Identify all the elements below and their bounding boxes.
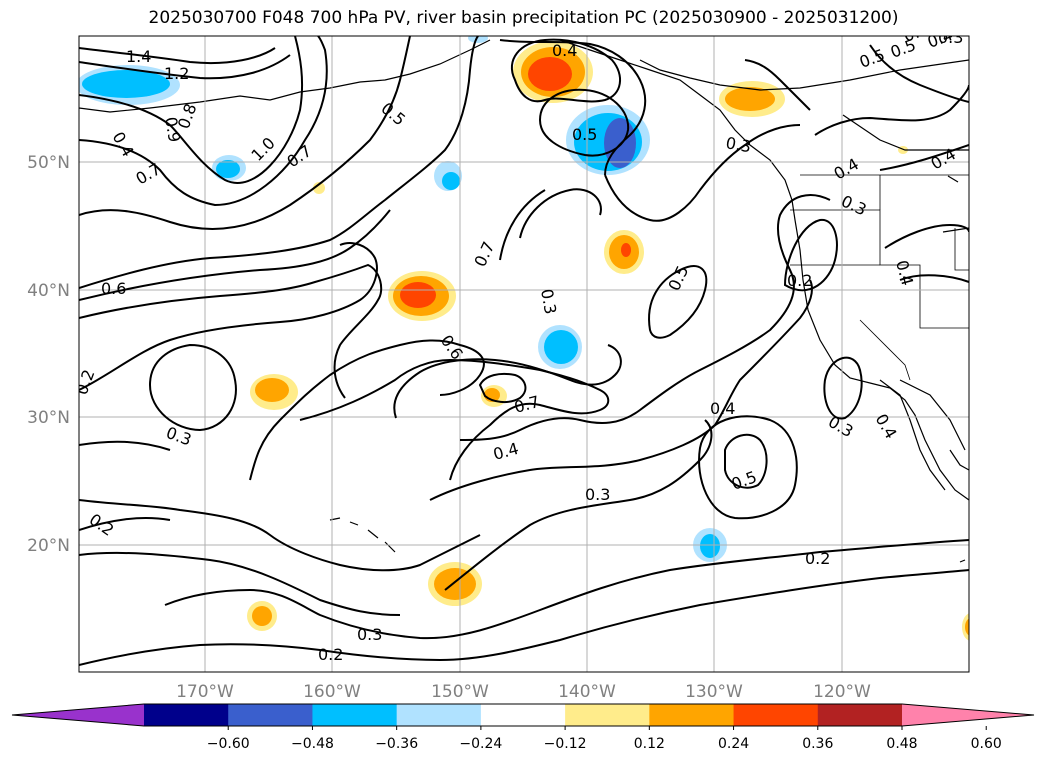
colorbar-extend-max (902, 704, 1034, 726)
colorbar-swatch (312, 704, 398, 726)
contour-label: 0.3 (938, 28, 963, 47)
contour-label: 0.4 (710, 399, 735, 418)
negative-anomaly-mid (538, 325, 582, 369)
colorbar-tick-label: −0.12 (544, 736, 587, 752)
colorbar-tick-label: 0.24 (718, 736, 749, 752)
lon-label: 150°W (431, 682, 489, 702)
map-frame (78, 35, 970, 673)
colorbar-tick-label: 0.36 (802, 736, 833, 752)
negative-anomaly-small-nw (212, 155, 246, 181)
lat-labels: 50°N 40°N 30°N 20°N (27, 153, 70, 556)
colorbar-swatch (649, 704, 735, 726)
contour-label: 0.2 (805, 549, 830, 568)
colorbar-tick-label: −0.36 (375, 736, 418, 752)
positive-anomaly-alaska (513, 41, 593, 103)
positive-anomaly-south (428, 562, 482, 606)
contour-label: 0.3 (537, 287, 560, 315)
colorbar-tick-label: −0.24 (459, 736, 502, 752)
colorbar-swatch (480, 704, 566, 726)
colorbar-swatch (817, 704, 903, 726)
positive-anomaly-mid (604, 230, 644, 274)
colorbar: −0.60 −0.48 −0.36 −0.24 −0.12 0.12 0.24 0.36 0.4… (11, 703, 1035, 752)
positive-anomaly-edge (962, 613, 969, 641)
negative-anomaly-nw (79, 65, 180, 105)
pv-contours (79, 36, 969, 666)
colorbar-tick-label: −0.60 (207, 736, 250, 752)
contour-label: 0.5 (572, 125, 597, 144)
lat-label: 20°N (27, 536, 70, 556)
colorbar-tick-label: 0.12 (634, 736, 665, 752)
contour-label: 0.2 (318, 645, 343, 664)
colorbar-extend-min (12, 704, 144, 726)
contour-label: 0.3 (724, 133, 752, 156)
positive-anomaly-west (388, 271, 456, 321)
coastlines (79, 39, 969, 563)
lon-label: 130°W (685, 682, 743, 702)
lon-label: 120°W (813, 682, 871, 702)
map-title: 2025030700 F048 700 hPa PV, river basin … (148, 8, 899, 28)
colorbar-tick-label: −0.48 (291, 736, 334, 752)
contour-label: 1.4 (126, 47, 151, 66)
lat-label: 40°N (27, 281, 70, 301)
contour-label: 0.3 (357, 625, 382, 644)
positive-anomaly-sw (247, 601, 277, 631)
colorbar-swatch (228, 704, 313, 726)
lon-label: 170°W (176, 682, 234, 702)
lat-label: 50°N (27, 153, 70, 173)
boundaries (790, 174, 969, 381)
negative-anomaly-small-n (434, 161, 462, 191)
contour-label: 1.2 (164, 64, 189, 83)
colorbar-swatch (565, 704, 650, 726)
lon-label: 140°W (558, 682, 616, 702)
contour-label: 0.9 (161, 115, 184, 143)
contour-label: 0.6 (101, 279, 126, 298)
contour-label: 0.4 (552, 41, 577, 60)
contour-label: 0.2 (787, 271, 812, 290)
contour-label: 0.3 (585, 485, 610, 504)
lon-label: 160°W (303, 682, 361, 702)
colorbar-swatch (396, 704, 482, 726)
map-panel: 1.4 1.2 0.4 0.9 0.8 1.0 0.7 0.7 0.5 0.4 … (79, 19, 969, 672)
colorbar-swatch (733, 704, 819, 726)
colorbar-tick-label: 0.60 (971, 736, 1002, 752)
positive-anomaly-bc (719, 81, 785, 117)
colorbar-tick-label: 0.48 (886, 736, 917, 752)
lat-label: 30°N (27, 408, 70, 428)
contour-label: 0.3 (901, 19, 931, 46)
lon-labels: 170°W 160°W 150°W 140°W 130°W 120°W (176, 682, 871, 702)
positive-anomaly-small1 (250, 374, 298, 410)
colorbar-swatch (144, 704, 229, 726)
